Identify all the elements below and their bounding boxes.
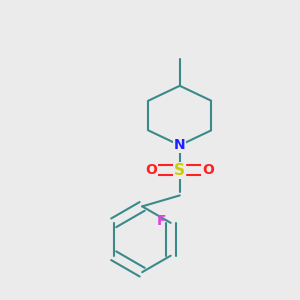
Text: F: F (157, 214, 167, 228)
Text: N: N (174, 138, 186, 152)
Text: S: S (174, 163, 185, 178)
Text: O: O (146, 164, 158, 177)
Text: O: O (202, 164, 214, 177)
